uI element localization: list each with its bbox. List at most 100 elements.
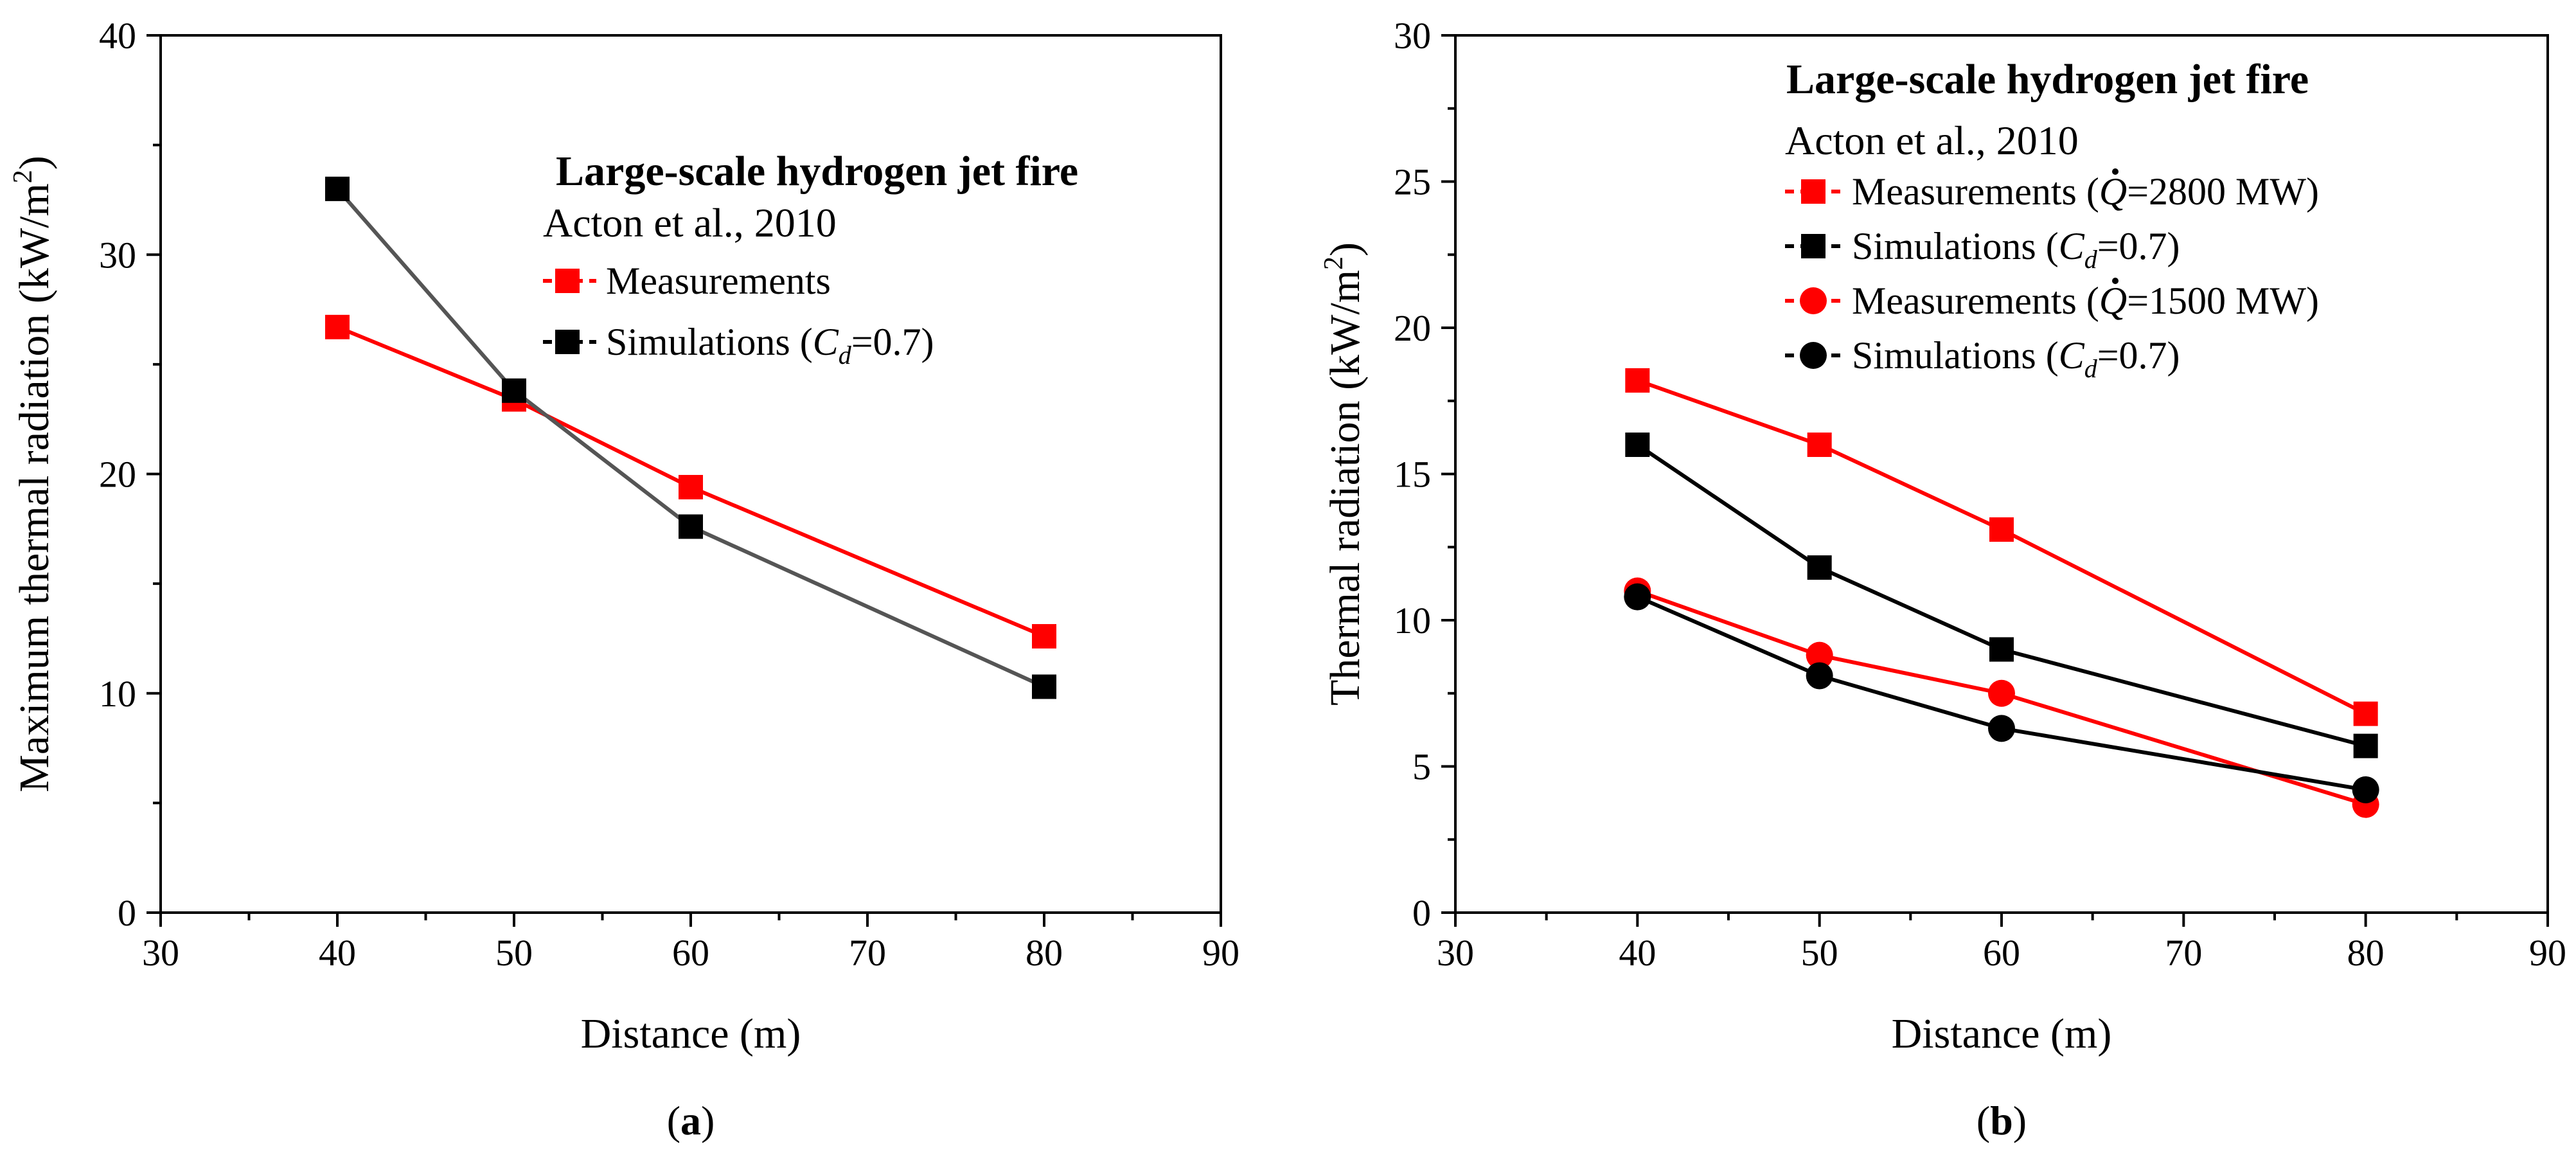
q-dot-accent [2112,168,2119,175]
y-tick-label: 40 [99,15,136,57]
legend-entry-text: Measurements ( [1852,170,2099,213]
data-point-square [1625,368,1650,393]
legend-entry-italic: C [2059,334,2085,377]
data-point-square [1807,555,1832,580]
x-tick-label: 80 [2347,932,2385,974]
legend-entry-tail: =2800 MW) [2127,170,2319,213]
legend-entry-text: Measurements [606,260,831,302]
y-axis-label-superscript: 2 [1319,256,1349,270]
x-tick-label: 90 [2529,932,2566,974]
legend-swatch-square [1801,179,1825,204]
legend-entry-italic: C [2059,225,2085,267]
data-point-square [502,378,526,403]
data-point-square [679,474,703,499]
y-tick-label: 20 [99,454,136,496]
legend-entry-tail: =0.7) [2097,334,2180,377]
y-tick-label: 10 [1394,600,1431,641]
legend-title: Large-scale hydrogen jet fire [1786,56,2309,103]
x-tick-label: 90 [1202,932,1239,974]
x-tick-label: 70 [2165,932,2202,974]
legend-entry-subscript: d [2084,245,2098,274]
y-axis-label-close: ) [1322,242,1369,256]
y-tick-label: 15 [1394,454,1431,496]
series-line [335,187,1045,689]
legend-subtitle: Acton et al., 2010 [543,200,837,246]
y-tick-label: 0 [118,892,136,934]
data-point-square [1032,624,1056,649]
legend-entry-text: Simulations ( [606,321,813,363]
x-tick-label: 40 [319,932,356,974]
data-point-square [2353,733,2378,758]
data-point-square [1989,637,2014,662]
legend-entry-italic: C [813,321,839,363]
x-axis-label: Distance (m) [1892,1010,2112,1057]
legend-entry-tail: =1500 MW) [2127,280,2319,322]
y-axis-label: Maximum thermal radiation (kW/m2) [8,156,58,792]
legend-swatch-circle [1800,342,1827,369]
panel-label-letter: b [1990,1098,2013,1143]
data-point-square [325,176,350,201]
data-point-circle [1806,662,1833,690]
legend-entry-label: Measurements [606,260,831,302]
y-axis-label-main: Maximum thermal radiation (kW/m [11,183,58,792]
y-tick-label: 10 [99,673,136,715]
x-tick-label: 50 [1801,932,1838,974]
panel-label-close: ) [701,1098,715,1143]
panel-label-open: ( [667,1098,680,1143]
legend-title: Large-scale hydrogen jet fire [556,148,1078,195]
legend-entry-subscript: d [839,341,852,370]
legend-entry-tail: =0.7) [2097,225,2180,267]
legend-entry-label: Simulations (Cd=0.7) [606,321,934,370]
x-tick-label: 50 [495,932,533,974]
y-axis-label-superscript: 2 [8,170,38,183]
y-tick-label: 0 [1412,892,1431,934]
chart-panel-b: 30 40 50 60 70 80 90 0 5 10 15 20 25 30 Distance (m) Th… [1319,15,2566,1143]
panel-label-letter: a [680,1098,701,1143]
q-dot-accent [2112,278,2119,284]
data-point-circle [2352,776,2379,803]
x-tick-label: 70 [849,932,886,974]
legend-swatch-square [1801,234,1825,258]
panel-label: (a) [667,1098,715,1143]
legend-subtitle: Acton et al., 2010 [1785,118,2079,163]
x-tick-label: 80 [1026,932,1063,974]
series-line [336,325,1045,638]
panel-label-open: ( [1976,1098,1990,1143]
data-point-circle [1988,679,2015,707]
y-tick-label: 5 [1412,746,1431,788]
y-tick-label: 25 [1394,161,1431,203]
x-tick-label: 60 [1983,932,2020,974]
legend-entry-tail: =0.7) [851,321,934,363]
legend-entry-italic: Q [2099,280,2127,322]
series-line [1637,589,2367,807]
series-line [1636,443,2367,748]
legend-swatch-square [555,330,580,354]
x-tick-label: 40 [1619,932,1656,974]
legend-entry-italic: Q [2099,170,2127,213]
data-point-square [1807,433,1832,457]
y-axis-label-main: Thermal radiation (kW/m [1322,270,1369,706]
y-tick-label: 30 [1394,15,1431,57]
legend-entry-label: Measurements (Q=2800 MW) [1852,170,2319,213]
legend-swatch-square [555,269,580,293]
plot-frame [1454,34,2549,914]
data-point-square [1625,433,1650,457]
panel-label-close: ) [2013,1098,2027,1143]
data-point-circle [1806,641,1833,669]
data-point-circle [1988,715,2015,742]
series-line [1637,594,2367,792]
y-tick-label: 30 [99,234,136,276]
legend-entry-text: Measurements ( [1852,280,2099,322]
y-axis-label: Thermal radiation (kW/m2) [1319,242,1369,706]
data-point-square [325,314,350,339]
data-point-square [1989,517,2014,542]
legend-swatch-circle [1800,287,1827,314]
data-point-square [679,514,703,539]
y-tick-label: 20 [1394,307,1431,349]
x-axis-label: Distance (m) [581,1010,801,1057]
legend-entry-subscript: d [2084,354,2098,383]
data-point-circle [1624,583,1651,611]
data-point-square [2353,701,2378,726]
x-tick-label: 30 [1437,932,1474,974]
